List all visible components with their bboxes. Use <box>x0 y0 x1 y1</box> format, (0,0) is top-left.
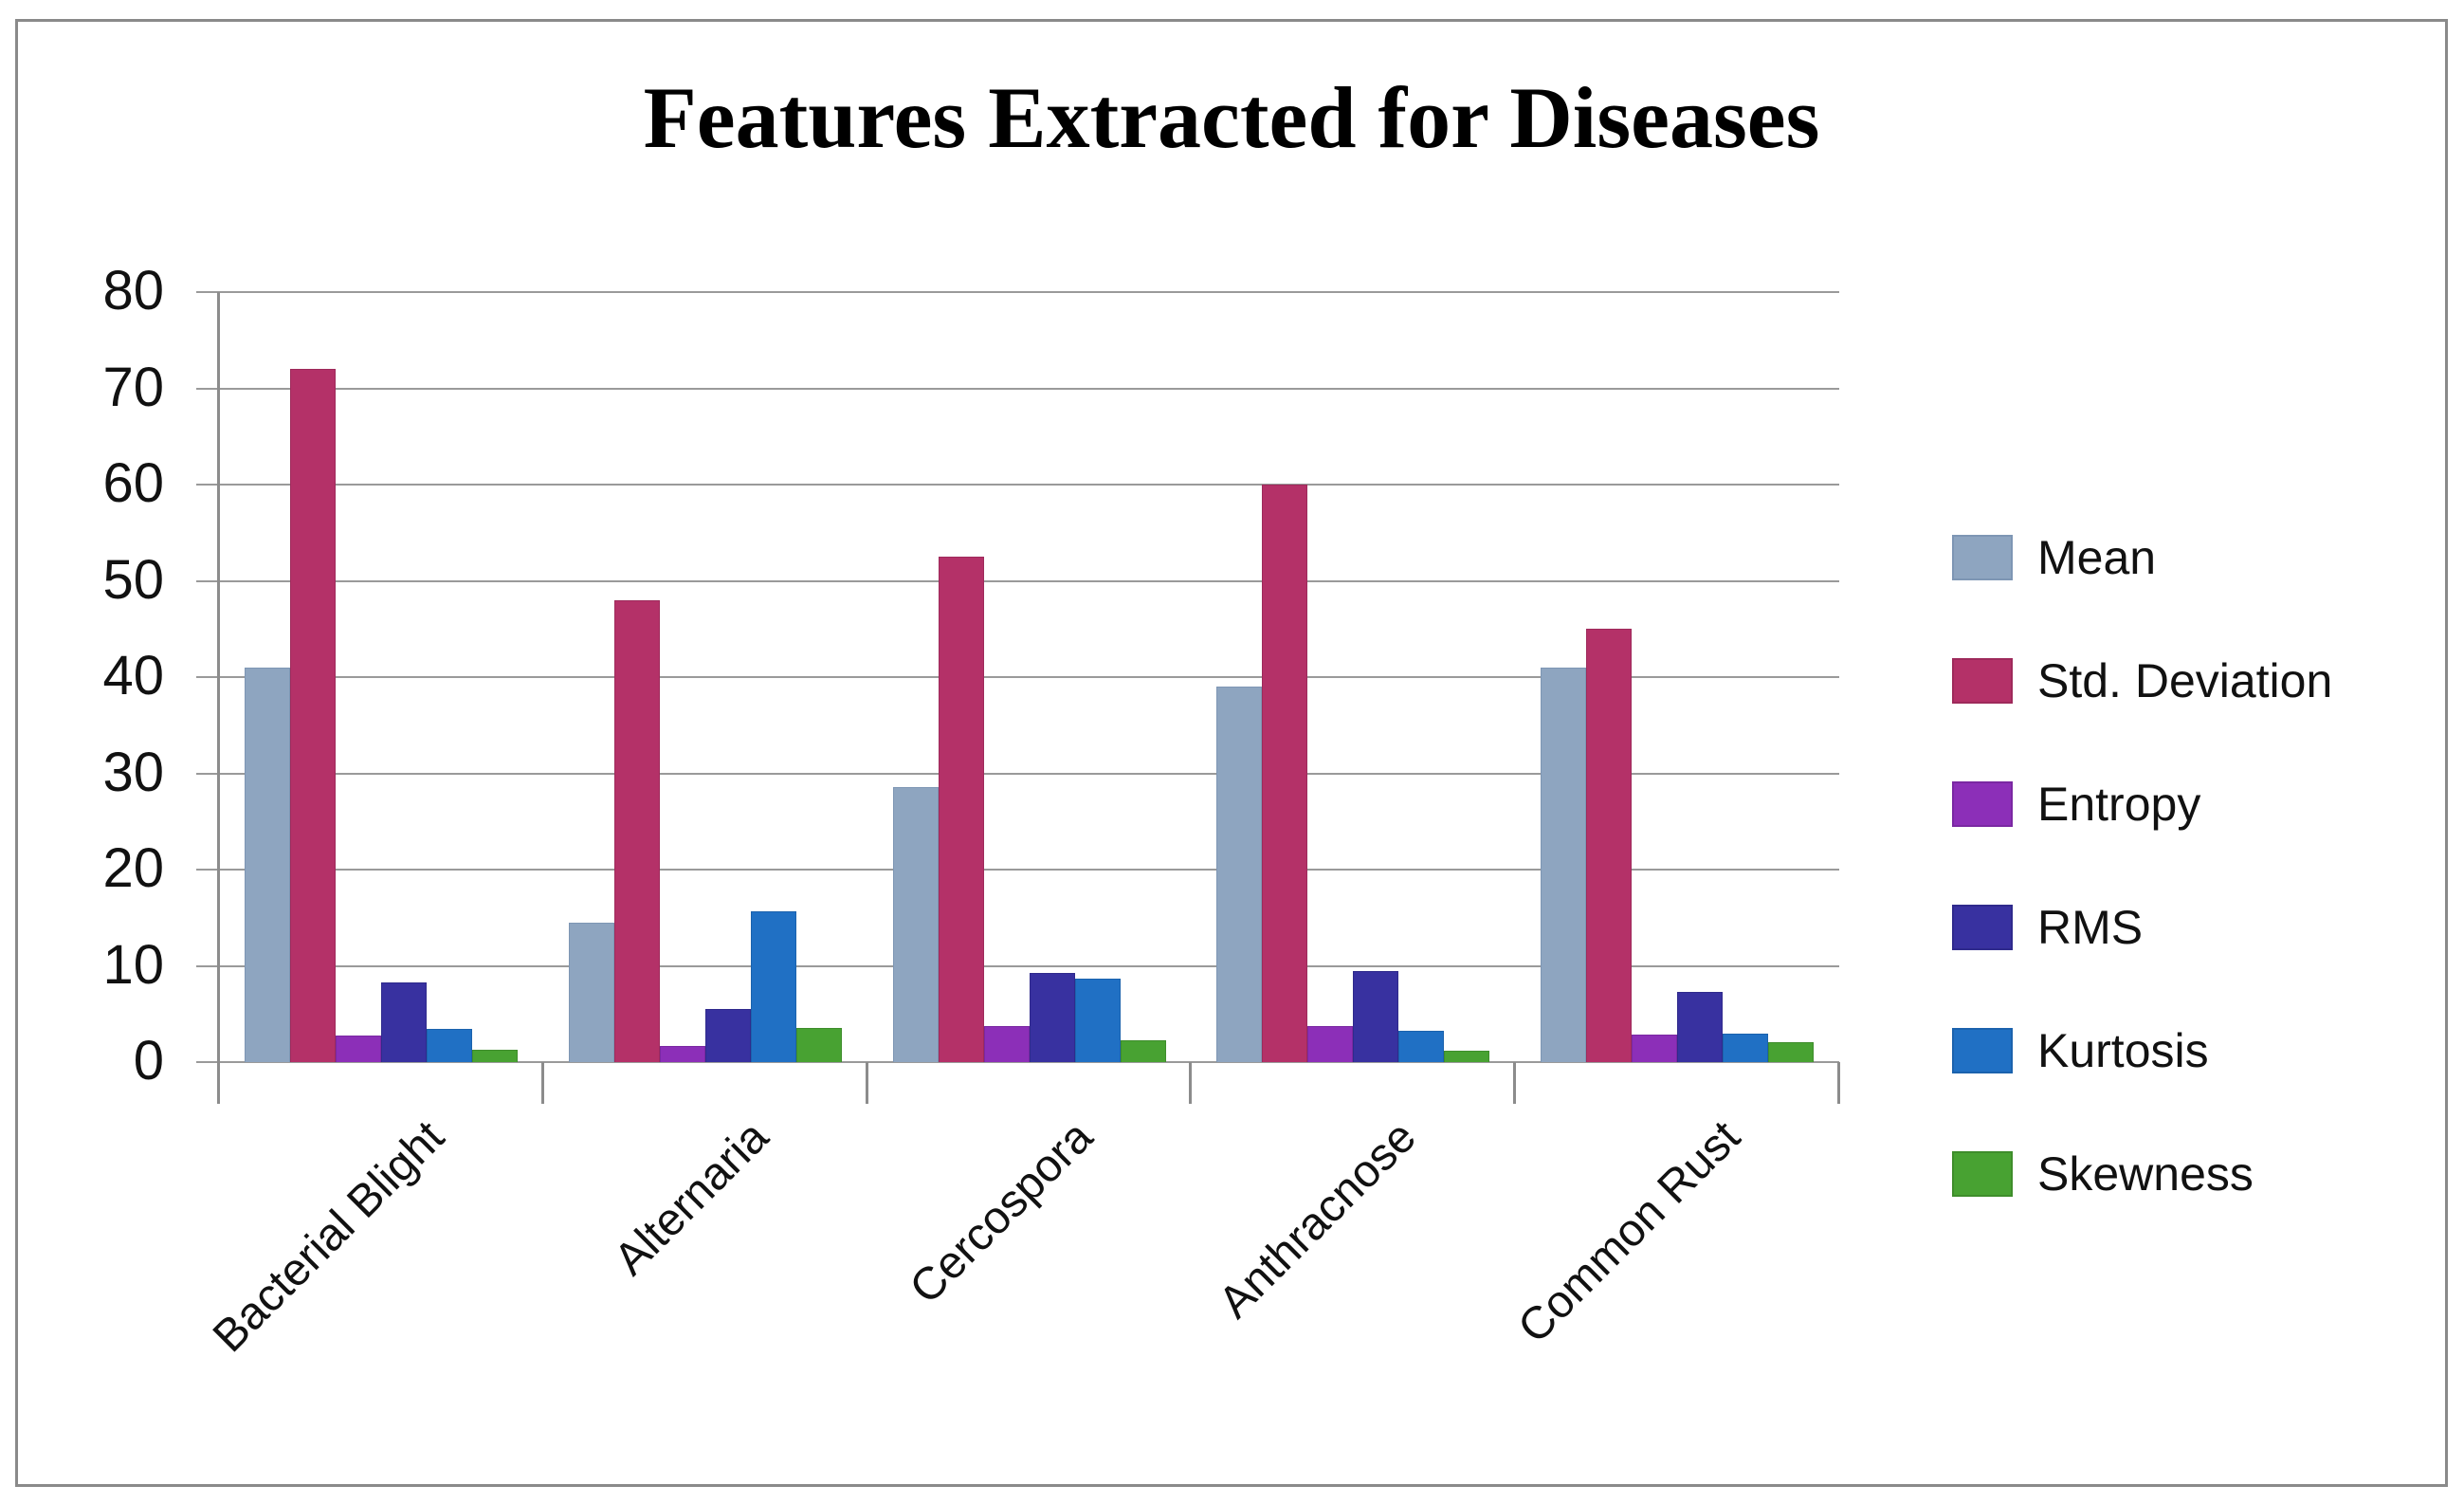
chart-title: Features Extracted for Diseases <box>643 69 1820 166</box>
legend-label-kurtosis: Kurtosis <box>2037 1024 2209 1077</box>
gridline <box>196 484 1839 486</box>
bar-kurtosis-anthracnose <box>1398 1030 1445 1062</box>
y-tick-label: 60 <box>102 452 164 514</box>
y-tick-label: 30 <box>102 741 164 803</box>
x-axis-tick <box>1837 1062 1840 1104</box>
bar-std-deviation-alternaria <box>613 599 660 1062</box>
x-axis-tick <box>1189 1062 1193 1104</box>
y-axis-line <box>217 292 220 1104</box>
legend-item-rms: RMS <box>1952 902 2143 953</box>
legend-swatch-kurtosis <box>1952 1028 2013 1073</box>
bar-std-deviation-bacterial-blight <box>289 369 336 1062</box>
bar-entropy-alternaria <box>659 1045 705 1062</box>
bar-rms-cercospora <box>1029 972 1075 1062</box>
bar-entropy-bacterial-blight <box>335 1035 381 1062</box>
y-tick-label: 40 <box>102 645 164 706</box>
legend-swatch-mean <box>1952 535 2013 580</box>
gridline <box>196 387 1839 390</box>
gridline <box>196 869 1839 871</box>
legend-label-std-deviation: Std. Deviation <box>2037 654 2333 707</box>
x-axis-tick <box>1513 1062 1517 1104</box>
gridline <box>196 964 1839 967</box>
bar-skewness-common-rust <box>1768 1041 1815 1062</box>
legend-item-skewness: Skewness <box>1952 1148 2254 1200</box>
legend-label-mean: Mean <box>2037 531 2157 584</box>
bar-kurtosis-bacterial-blight <box>426 1029 472 1062</box>
gridline <box>196 772 1839 775</box>
bar-std-deviation-common-rust <box>1586 629 1633 1062</box>
bar-kurtosis-cercospora <box>1074 978 1121 1062</box>
bar-mean-alternaria <box>568 922 614 1062</box>
bar-entropy-cercospora <box>983 1026 1030 1062</box>
legend-swatch-rms <box>1952 905 2013 950</box>
bar-rms-common-rust <box>1677 991 1724 1062</box>
y-tick-label: 70 <box>102 356 164 418</box>
bar-rms-bacterial-blight <box>380 981 427 1062</box>
y-tick-label: 10 <box>102 933 164 996</box>
bar-rms-alternaria <box>704 1009 751 1062</box>
legend-swatch-entropy <box>1952 781 2013 827</box>
y-tick-label: 0 <box>133 1030 164 1091</box>
legend-label-skewness: Skewness <box>2037 1147 2254 1201</box>
gridline <box>196 579 1839 582</box>
legend-swatch-skewness <box>1952 1151 2013 1197</box>
y-tick-label: 80 <box>102 260 164 321</box>
legend-label-entropy: Entropy <box>2037 778 2201 831</box>
bar-std-deviation-cercospora <box>938 557 984 1062</box>
bar-mean-anthracnose <box>1216 687 1263 1062</box>
bar-mean-cercospora <box>892 786 939 1062</box>
x-axis-tick <box>865 1062 868 1104</box>
gridline <box>196 291 1839 293</box>
y-tick-label: 50 <box>102 548 164 611</box>
legend-swatch-std-deviation <box>1952 658 2013 704</box>
bar-skewness-alternaria <box>795 1028 842 1062</box>
legend-label-rms: RMS <box>2037 901 2144 954</box>
x-axis-tick <box>540 1062 544 1104</box>
y-tick-label: 20 <box>102 837 164 899</box>
legend: Mean Std. Deviation Entropy RMS Kurtosis Skew… <box>18 22 2445 1484</box>
bar-mean-common-rust <box>1541 667 1587 1062</box>
bar-entropy-anthracnose <box>1307 1026 1354 1062</box>
bar-skewness-bacterial-blight <box>471 1049 518 1062</box>
chart-frame: Features Extracted for Diseases 0 10 20 30 4… <box>15 19 2448 1487</box>
gridline <box>196 1061 1839 1063</box>
bar-skewness-anthracnose <box>1444 1050 1490 1062</box>
gridline <box>196 676 1839 678</box>
bar-std-deviation-anthracnose <box>1262 485 1308 1062</box>
plot-area: 0 10 20 30 40 50 60 70 80 Bacterial Blight Alterna… <box>18 22 2445 1484</box>
legend-item-kurtosis: Kurtosis <box>1952 1025 2209 1076</box>
legend-item-std-deviation: Std. Deviation <box>1952 655 2332 706</box>
legend-item-mean: Mean <box>1952 532 2156 583</box>
bar-kurtosis-alternaria <box>750 910 796 1062</box>
bar-mean-bacterial-blight <box>244 667 290 1062</box>
bar-entropy-common-rust <box>1632 1034 1678 1062</box>
bar-rms-anthracnose <box>1353 970 1399 1062</box>
bar-kurtosis-common-rust <box>1723 1033 1769 1062</box>
legend-item-entropy: Entropy <box>1952 779 2200 830</box>
bar-skewness-cercospora <box>1120 1039 1166 1062</box>
